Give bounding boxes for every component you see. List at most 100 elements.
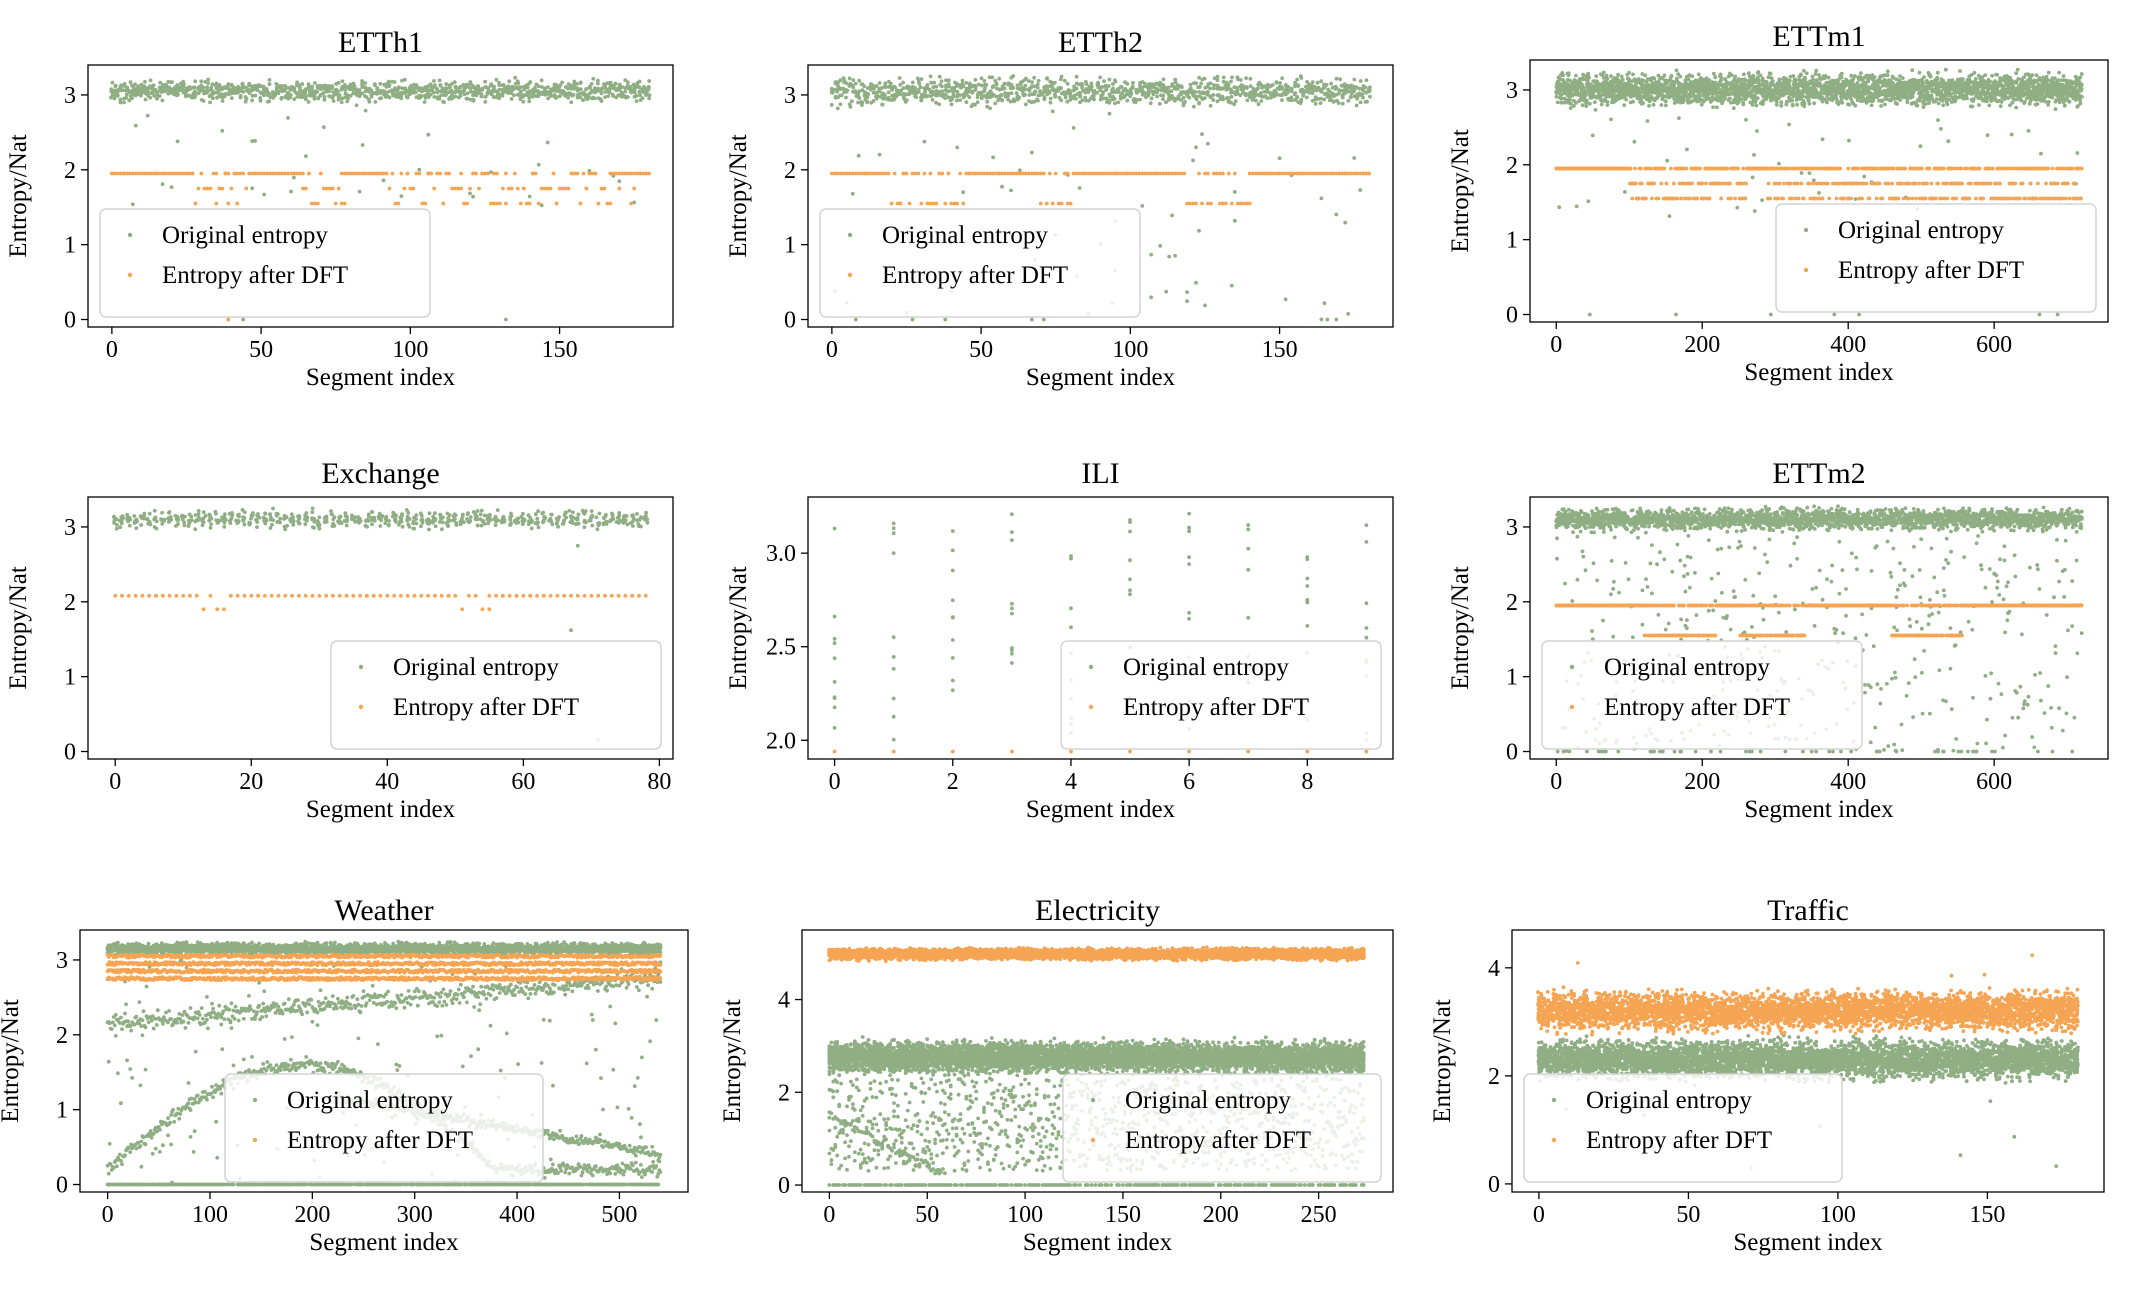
data-point [1866, 79, 1871, 84]
x-tick-label: 0 [826, 337, 838, 363]
data-point [232, 171, 237, 176]
data-point [1191, 201, 1195, 206]
data-point [345, 99, 350, 104]
data-point [1641, 101, 1645, 106]
data-point [587, 171, 592, 176]
data-point [166, 171, 171, 176]
data-point [301, 171, 305, 176]
data-point [210, 82, 215, 87]
data-point [578, 81, 583, 85]
data-point [494, 77, 499, 82]
data-point [1719, 75, 1724, 80]
data-point [1869, 103, 1874, 108]
data-point [417, 167, 422, 172]
data-point [1802, 68, 1806, 73]
data-point [1095, 90, 1099, 95]
data-point [916, 171, 921, 176]
data-point [554, 83, 559, 87]
data-point [1238, 78, 1243, 82]
data-point [1735, 205, 1740, 210]
data-point [997, 171, 1001, 176]
data-point [321, 125, 326, 130]
data-point [283, 84, 288, 88]
data-point [431, 90, 436, 95]
data-point [1012, 171, 1016, 176]
data-point [1202, 91, 1207, 96]
x-tick-label: 0 [106, 337, 118, 363]
data-point [354, 103, 359, 108]
data-point [1777, 77, 1782, 82]
data-point [265, 171, 269, 176]
data-point [1643, 73, 1648, 78]
data-point [1905, 100, 1910, 105]
data-point [379, 96, 383, 100]
data-point [1712, 71, 1716, 76]
data-point [1253, 94, 1257, 98]
data-point [468, 191, 472, 196]
data-point [351, 81, 356, 86]
data-point [1935, 70, 1940, 75]
data-point [565, 86, 570, 91]
data-point [1799, 73, 1803, 78]
data-point [1729, 73, 1734, 77]
data-point [1107, 100, 1112, 105]
data-point [250, 171, 255, 176]
data-point [1810, 74, 1815, 79]
data-point [584, 87, 589, 91]
data-point [267, 82, 272, 86]
data-point [1238, 93, 1243, 98]
data-point [952, 201, 957, 206]
data-point [1278, 81, 1282, 85]
data-point [419, 86, 424, 91]
data-point [357, 189, 362, 194]
data-point [468, 97, 473, 102]
data-point [1164, 171, 1169, 176]
data-point [375, 171, 380, 176]
data-point [1723, 96, 1727, 100]
data-point [614, 171, 619, 176]
data-point [634, 99, 639, 103]
data-point [1334, 171, 1339, 176]
data-point [396, 201, 401, 206]
data-point [253, 171, 257, 176]
data-point [1769, 98, 1773, 103]
data-point [169, 171, 174, 176]
data-point [623, 78, 628, 82]
data-point [1611, 83, 1615, 88]
data-point [292, 175, 296, 180]
chart-title: ETTh1 [338, 26, 423, 59]
data-point [1704, 76, 1709, 81]
data-point [551, 171, 556, 176]
data-point [1140, 204, 1145, 208]
data-point [1918, 144, 1923, 149]
data-point [1286, 171, 1291, 176]
data-point [196, 186, 201, 191]
data-point [158, 80, 163, 85]
data-point [1274, 80, 1279, 85]
data-point [295, 95, 300, 99]
data-point [1602, 76, 1606, 80]
data-point [1911, 89, 1916, 94]
data-point [1169, 89, 1174, 93]
data-point [985, 99, 990, 104]
data-point [1315, 80, 1320, 85]
data-point [1152, 171, 1157, 176]
data-point [1334, 76, 1339, 81]
data-point [990, 75, 995, 80]
data-point [429, 88, 433, 93]
data-point [940, 84, 944, 89]
data-point [369, 171, 374, 176]
axes-frame [87, 64, 674, 328]
data-point [316, 96, 321, 101]
data-point [348, 85, 353, 90]
data-point [1218, 171, 1222, 176]
data-point [1934, 97, 1939, 102]
data-point [879, 86, 884, 90]
data-point [1337, 89, 1342, 94]
data-point [1726, 74, 1731, 79]
data-point [919, 96, 924, 101]
data-point [1125, 98, 1130, 103]
data-point [1161, 93, 1166, 98]
